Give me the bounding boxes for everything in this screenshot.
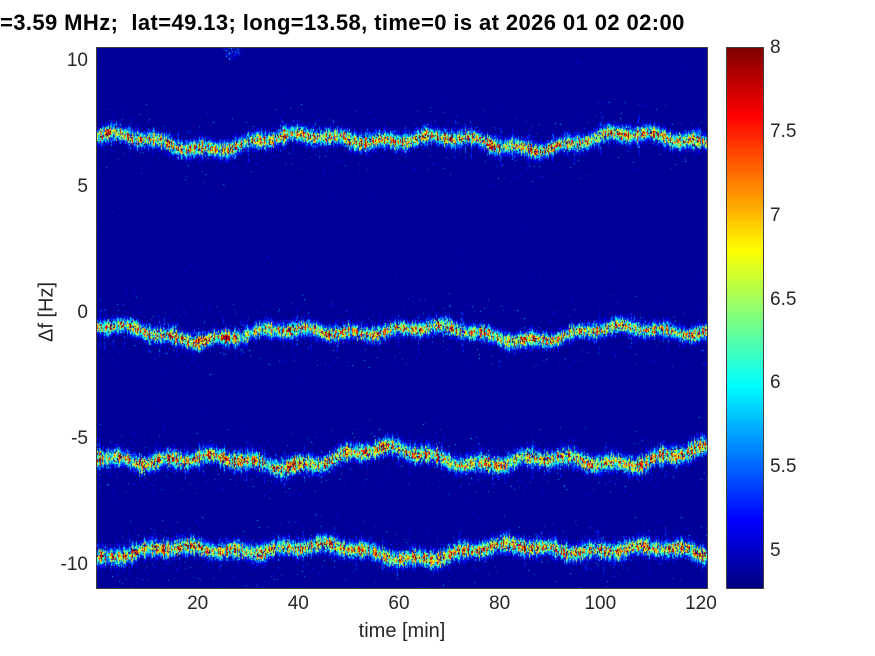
x-tick-label: 100 [584, 593, 617, 614]
colorbar-tick-label: 8 [770, 37, 781, 58]
colorbar-tick-label: 6.5 [770, 288, 797, 310]
x-tick-label: 40 [287, 593, 309, 614]
x-tick-label: 60 [388, 593, 410, 614]
colorbar-tick-label: 6 [770, 372, 781, 394]
colorbar-tick-label: 7.5 [770, 120, 797, 142]
y-tick-label: 5 [77, 175, 88, 197]
x-tick-label: 80 [489, 593, 511, 614]
chart-title: =3.59 MHz; lat=49.13; long=13.58, time=0… [0, 10, 685, 35]
y-tick-label: -10 [60, 554, 88, 576]
x-tick-label: 120 [685, 593, 717, 614]
heatmap-canvas [97, 48, 707, 588]
y-tick-label: 0 [77, 301, 88, 323]
colorbar-tick-label: 7 [770, 204, 781, 226]
y-tick-label: 10 [66, 49, 88, 71]
y-tick-label: -5 [71, 428, 88, 450]
x-tick-label: 20 [187, 593, 209, 614]
colorbar-tick-label: 5 [770, 540, 781, 562]
colorbar-canvas [727, 48, 763, 588]
colorbar-tick-label: 5.5 [770, 456, 797, 478]
x-axis-label: time [min] [358, 620, 446, 642]
